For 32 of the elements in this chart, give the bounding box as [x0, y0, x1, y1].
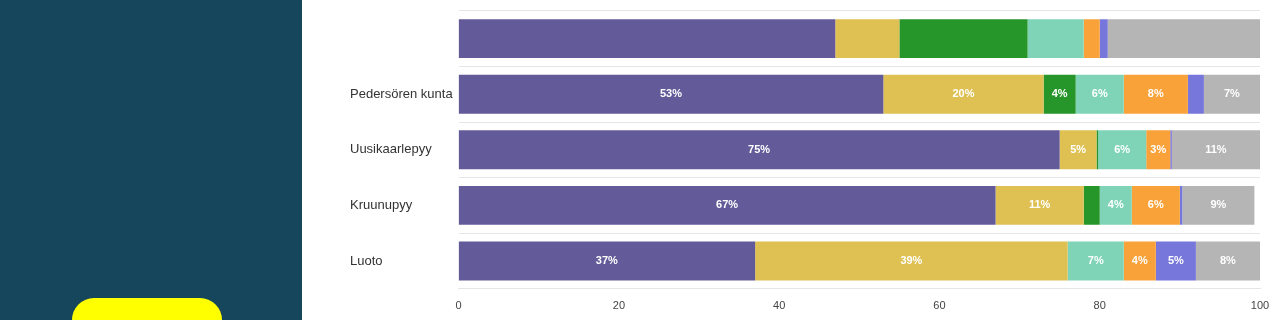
data-label: 9% — [1210, 198, 1227, 211]
data-label: 6% — [1114, 142, 1131, 155]
data-label: 75% — [748, 142, 771, 155]
x-tick-label: 20 — [612, 299, 626, 312]
x-tick-label: 100 — [1250, 299, 1270, 312]
data-label: 6% — [1091, 87, 1108, 100]
y-tick-label: Pedersören kunta — [350, 85, 454, 101]
data-label: 8% — [1219, 254, 1237, 267]
x-tick-label: 40 — [773, 299, 786, 312]
x-tick-label: 80 — [1093, 299, 1106, 312]
data-label: 4% — [1107, 198, 1124, 211]
data-label: 4% — [1051, 87, 1068, 100]
data-label: 4% — [1131, 254, 1148, 267]
data-label: 8% — [1147, 87, 1164, 100]
data-label: 11% — [1028, 198, 1051, 211]
data-label: 5% — [1070, 142, 1087, 155]
x-tick-label: 60 — [933, 299, 946, 312]
data-label: 11% — [1205, 142, 1227, 155]
data-label: 5% — [1167, 254, 1185, 267]
y-tick-label: Luoto — [350, 252, 383, 268]
data-label: 7% — [1224, 87, 1241, 100]
y-tick-label: Kruunupyy — [350, 196, 413, 212]
data-label: 67% — [716, 198, 739, 211]
data-label: 7% — [1087, 254, 1104, 267]
data-label: 39% — [900, 254, 923, 267]
data-label: 3% — [1150, 142, 1167, 155]
data-label: 53% — [659, 87, 683, 100]
y-tick-label: Uusikaarlepyy — [350, 141, 433, 157]
data-label: 6% — [1147, 198, 1164, 211]
data-label: 20% — [952, 87, 975, 100]
x-tick-label: 0 — [455, 299, 462, 312]
data-label: 37% — [595, 254, 619, 267]
